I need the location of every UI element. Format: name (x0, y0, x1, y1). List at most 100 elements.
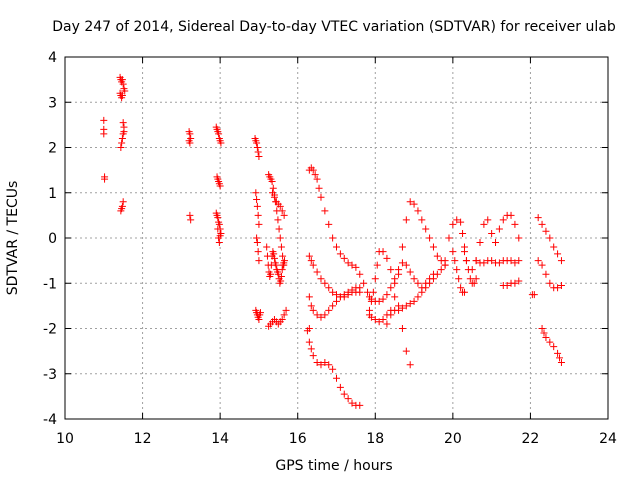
data-point (313, 358, 321, 366)
data-point (321, 358, 329, 366)
data-point (281, 257, 289, 265)
data-point (186, 130, 194, 138)
data-point (336, 250, 344, 258)
data-point (406, 300, 414, 308)
data-point (277, 272, 285, 280)
data-point (329, 234, 337, 242)
x-tick-label: 24 (599, 431, 617, 447)
data-point (275, 225, 283, 233)
data-point (383, 291, 391, 299)
data-point (270, 250, 278, 258)
data-point (557, 282, 565, 290)
y-axis-label: SDTVAR / TECUs (5, 181, 21, 296)
data-point (360, 279, 368, 287)
data-point (398, 259, 406, 267)
data-point (550, 343, 558, 351)
data-points (100, 73, 565, 409)
data-point (391, 275, 399, 283)
data-point (383, 320, 391, 328)
data-point (414, 293, 422, 301)
data-point (333, 297, 340, 305)
data-point (554, 349, 562, 357)
data-point (410, 297, 418, 305)
data-point (186, 139, 194, 147)
data-point (340, 254, 348, 262)
data-point (321, 207, 329, 215)
data-point (119, 119, 127, 127)
data-point (402, 302, 410, 310)
data-point (276, 202, 284, 210)
data-point (282, 306, 290, 314)
data-point (546, 234, 554, 242)
y-tick-label: 3 (48, 95, 57, 111)
data-point (268, 177, 276, 185)
data-point (263, 243, 271, 251)
data-point (215, 220, 223, 228)
data-point (449, 248, 457, 256)
data-point (457, 218, 465, 226)
data-point (445, 234, 453, 242)
data-point (433, 252, 441, 260)
data-point (269, 184, 277, 192)
data-point (307, 257, 315, 265)
y-tick-label: -3 (43, 367, 57, 383)
data-point (492, 239, 500, 247)
data-point (503, 282, 511, 290)
data-point (100, 116, 108, 124)
data-point (470, 279, 478, 287)
data-point (488, 229, 496, 237)
data-point (375, 297, 383, 305)
data-point (253, 234, 261, 242)
data-point (488, 257, 496, 265)
data-point (367, 295, 375, 303)
data-point (546, 338, 554, 346)
data-point (453, 266, 461, 274)
data-point (422, 284, 430, 292)
data-point (538, 325, 546, 332)
data-point (484, 216, 492, 224)
data-point (313, 311, 321, 319)
data-point (100, 125, 108, 133)
data-point (542, 227, 550, 235)
data-point (352, 263, 360, 271)
data-point (410, 275, 418, 283)
chart-title: Day 247 of 2014, Sidereal Day-to-day VTE… (52, 19, 616, 35)
data-point (217, 139, 225, 147)
data-point (367, 313, 375, 321)
data-point (402, 216, 410, 224)
data-point (457, 284, 465, 292)
data-point (270, 254, 278, 262)
data-point (101, 175, 109, 183)
data-point (515, 257, 523, 265)
data-point (422, 225, 430, 233)
data-point (309, 166, 317, 174)
data-point (459, 229, 467, 237)
y-tick-label: 2 (48, 141, 57, 157)
data-point (255, 315, 263, 323)
x-axis-label: GPS time / hours (275, 458, 392, 474)
data-point (464, 266, 472, 274)
data-point (214, 225, 222, 233)
data-point (305, 293, 313, 301)
data-point (255, 220, 263, 228)
data-point (437, 266, 445, 274)
data-point (554, 284, 562, 292)
data-point (554, 250, 562, 258)
data-point (333, 243, 340, 251)
data-point (253, 202, 261, 210)
data-point (325, 220, 333, 228)
data-point (254, 248, 262, 256)
data-point (256, 309, 264, 317)
data-point (538, 261, 546, 269)
data-point (317, 313, 325, 321)
data-point (216, 182, 224, 190)
data-point (426, 234, 434, 242)
data-point (387, 284, 395, 292)
data-point (272, 261, 280, 269)
data-point (309, 306, 317, 314)
data-point (418, 288, 426, 296)
data-point (507, 211, 515, 219)
data-point (255, 257, 263, 265)
data-point (480, 220, 488, 228)
